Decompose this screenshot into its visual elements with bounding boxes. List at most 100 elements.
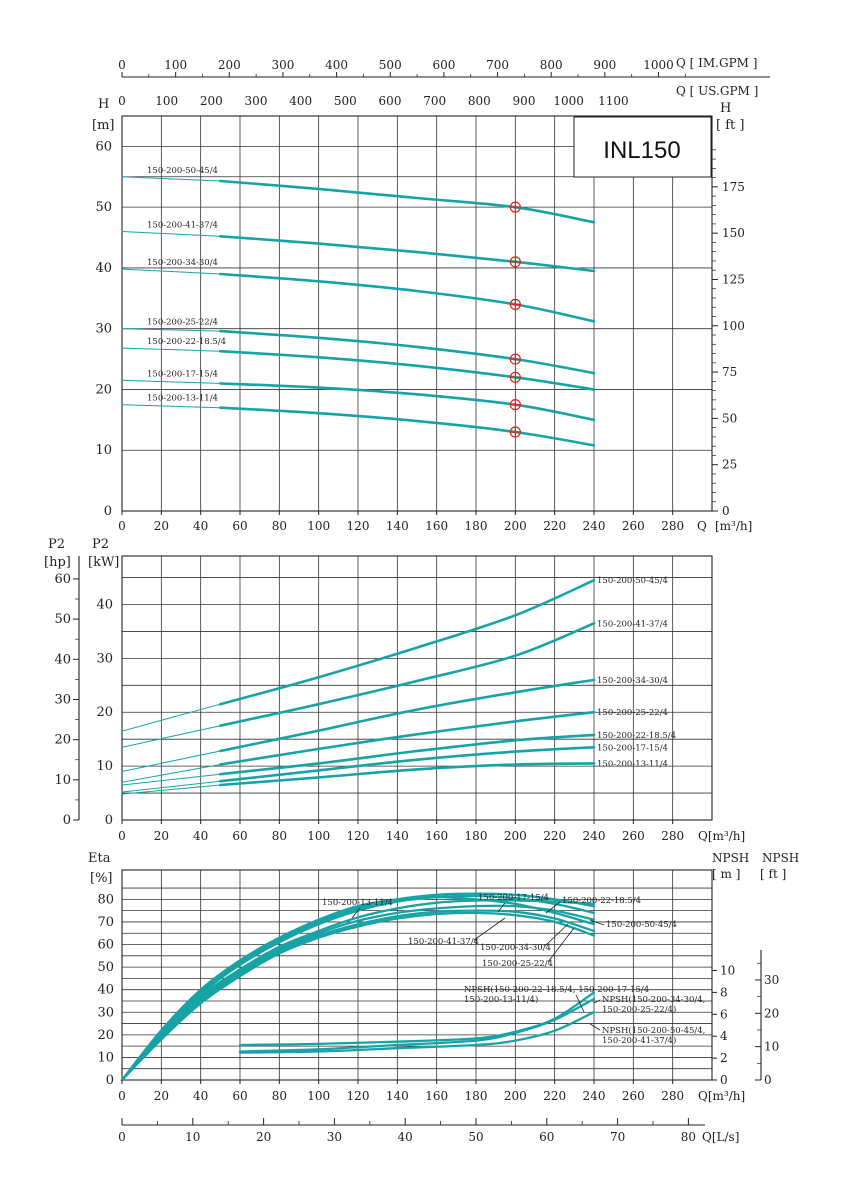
x-tick-label: 240 [583, 519, 606, 533]
us-gpm-tick-label: 900 [513, 94, 536, 108]
power-frame [121, 555, 713, 821]
us-gpm-label: Q [ US.GPM ] [676, 84, 758, 98]
ls-tick-label: 30 [327, 1130, 342, 1144]
x-tick-label: 240 [583, 1089, 606, 1103]
npsh-m-tick-label: 0 [720, 1073, 728, 1087]
x-tick-label: 180 [465, 519, 488, 533]
head-curve-thin-150-200-41-37/4 [121, 231, 221, 237]
x-tick-label: 260 [622, 1089, 645, 1103]
ls-axis: 0 10 20 30 40 50 60 70 80 Q[L/s] [118, 1118, 739, 1144]
head-y-tick-label: 30 [95, 322, 112, 337]
x-tick-label: 60 [232, 829, 247, 843]
power-curve-label: 150-200-41-37/4 [597, 619, 668, 629]
head-ft-unit: [ ft ] [716, 118, 744, 133]
eta-y-tick-label: 80 [97, 892, 114, 907]
x-tick-label: 280 [661, 519, 684, 533]
model-label: INL150 [603, 137, 680, 164]
im-gpm-tick-label: 500 [379, 58, 402, 72]
power-curve-thin-150-200-17-15/4 [121, 780, 221, 793]
us-gpm-tick-label: 200 [200, 94, 223, 108]
power-kw-tick-label: 40 [96, 597, 113, 612]
x-tick-label: 40 [193, 1089, 208, 1103]
x-tick-label: 160 [425, 829, 448, 843]
us-gpm-axis: 0 100 200 300 400 500 600 700 800 900 1000 1100 Q [… [118, 84, 758, 108]
x-tick-label: 60 [232, 1089, 247, 1103]
p2-hp-unit: [hp] [44, 555, 71, 570]
npsh-label-c2: 150-200-41-37/4) [602, 1035, 676, 1046]
npsh-label-a1: NPSH(150-200-22-18.5/4, 150-200-17-15/4 [464, 984, 649, 995]
p2-kw-title: P2 [92, 537, 109, 552]
power-hp-tick-label: 50 [54, 612, 71, 627]
eta-y-tick-label: 70 [97, 915, 114, 930]
x-tick-label: 140 [386, 1089, 409, 1103]
power-q-label: Q[m³/h] [698, 829, 745, 843]
power-hp-tick-label: 0 [63, 813, 71, 828]
x-tick-label: 220 [543, 829, 566, 843]
eta-curve-150-200-17-15/4 [120, 892, 596, 1082]
power-hp-tick-label: 40 [54, 652, 71, 667]
power-curve-150-200-13-11/4 [219, 762, 596, 787]
eta-leader-25-22 [547, 927, 575, 963]
power-curve-150-200-34-30/4 [219, 678, 596, 753]
head-q-unit: [m³/h] [715, 519, 752, 533]
x-tick-label: 120 [347, 519, 370, 533]
head-ft-tick-label: 125 [722, 272, 745, 286]
eta-label-25-22: 150-200-25-22/4 [482, 959, 553, 969]
us-gpm-tick-label: 800 [468, 94, 491, 108]
npsh-ft-unit: [ ft ] [760, 867, 786, 881]
npsh-m-tick-label: 6 [720, 1007, 728, 1021]
x-tick-label: 40 [193, 519, 208, 533]
ls-tick-label: 20 [256, 1130, 271, 1144]
x-tick-label: 200 [504, 519, 527, 533]
x-tick-label: 0 [118, 1089, 126, 1103]
x-tick-label: 280 [661, 829, 684, 843]
eta-curve-150-200-13-11/4 [120, 895, 596, 1082]
npsh-m-tick-label: 4 [720, 1029, 728, 1043]
npsh-curve-NPSH(150-200-34-30/4, 150-200-25-22/4) [238, 997, 596, 1053]
x-tick-label: 260 [622, 829, 645, 843]
x-tick-label: 0 [118, 829, 126, 843]
eta-curve-150-200-50-45/4 [120, 899, 596, 1082]
npsh-label-a2: 150-200-13-11/4) [464, 994, 538, 1005]
eta-y-tick-label: 50 [97, 960, 114, 975]
eta-curve-150-200-41-37/4 [120, 904, 596, 1082]
us-gpm-tick-label: 1000 [553, 94, 584, 108]
us-gpm-tick-label: 600 [379, 94, 402, 108]
model-box [573, 116, 712, 178]
x-tick-label: 20 [154, 829, 169, 843]
power-curve-thin-150-200-34-30/4 [121, 750, 221, 772]
head-ft-tick-label: 0 [722, 504, 730, 518]
im-gpm-tick-label: 100 [164, 58, 187, 72]
x-tick-label: 240 [583, 829, 606, 843]
power-curve-thin-150-200-22-18.5/4 [121, 773, 221, 786]
head-ft-title: H [720, 101, 731, 116]
im-gpm-tick-label: 300 [271, 58, 294, 72]
eta-leader-50-45 [589, 919, 605, 926]
im-gpm-axis: 0 100 200 300 400 500 600 700 800 900 1000 Q [ IM.… [118, 56, 770, 78]
x-tick-label: 20 [154, 519, 169, 533]
npsh-curve-NPSH(150-200-22-18.5/4, 150-200-17-15/4, 150-200-13-11/4) [238, 991, 596, 1047]
eta-y-tick-label: 60 [97, 938, 114, 953]
eta-title: Eta [88, 851, 111, 866]
x-tick-label: 60 [232, 519, 247, 533]
x-tick-label: 280 [661, 1089, 684, 1103]
head-y-tick-label: 20 [95, 382, 112, 397]
x-tick-label: 40 [193, 829, 208, 843]
head-axis-title: H [98, 97, 109, 112]
head-ft-tick-label: 75 [722, 365, 737, 379]
eta-label-50-45: 150-200-50-45/4 [606, 920, 677, 930]
power-curve-150-200-25-22/4 [219, 710, 596, 766]
x-tick-label: 100 [307, 829, 330, 843]
p2-kw-unit: [kW] [88, 555, 119, 570]
eta-q-label: Q[m³/h] [698, 1089, 745, 1103]
x-tick-label: 160 [425, 1089, 448, 1103]
head-frame [121, 115, 713, 512]
x-tick-label: 0 [118, 519, 126, 533]
x-tick-label: 180 [465, 829, 488, 843]
us-gpm-tick-label: 100 [155, 94, 178, 108]
x-tick-label: 220 [543, 1089, 566, 1103]
power-curve-label: 150-200-25-22/4 [597, 708, 668, 718]
head-ft-tick-label: 175 [722, 180, 745, 194]
head-ft-tick-label: 150 [722, 226, 745, 240]
head-curve-150-200-34-30/4 [219, 272, 596, 323]
